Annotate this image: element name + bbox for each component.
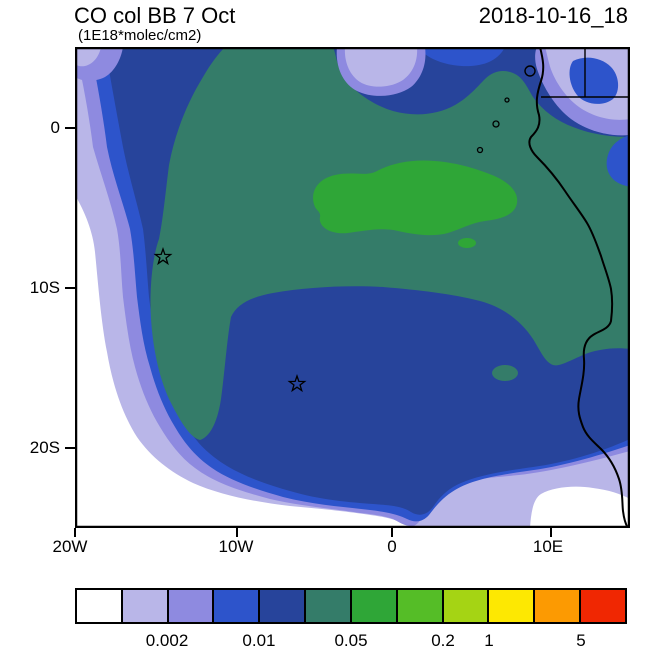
country-border-lines <box>541 47 630 98</box>
plot-datetime: 2018-10-16_18 <box>478 3 628 28</box>
colorbar-cells <box>75 588 627 624</box>
x-tick-label-10W: 10W <box>218 537 254 556</box>
colorbar-labels: 0.002 0.01 0.05 0.2 1 5 <box>75 631 627 653</box>
plot-units-label: (1E18*molec/cm2) <box>78 27 202 44</box>
island-outline <box>524 65 536 77</box>
island-outline <box>476 146 484 154</box>
contour-pocket-rightedge-blue <box>606 135 630 187</box>
colorbar-cell <box>120 590 167 622</box>
contour-pocket-topcenter-lavender <box>344 47 418 87</box>
colorbar-tick-label: 0.002 <box>145 631 189 650</box>
contour-map <box>75 47 630 528</box>
colorbar-cell <box>441 590 488 622</box>
colorbar-cell <box>349 590 396 622</box>
colorbar-cell <box>77 590 121 622</box>
y-tick-label-0: 0 <box>50 118 60 137</box>
plot-frame <box>75 47 630 528</box>
axis-tick <box>236 528 238 537</box>
coastline-africa <box>528 47 629 528</box>
colorbar-cell <box>487 590 534 622</box>
star-marker-north <box>153 247 173 266</box>
x-tick-label-0: 0 <box>387 537 397 556</box>
contour-pocket-topleft-lavender <box>75 47 101 67</box>
plot-title: CO col BB 7 Oct <box>74 3 236 28</box>
star-marker-south <box>287 374 307 393</box>
colorbar-tick-label: 5 <box>576 631 586 650</box>
colorbar-cell <box>258 590 305 622</box>
colorbar-cell <box>166 590 213 622</box>
colorbar-cell <box>395 590 442 622</box>
axis-tick <box>74 528 76 537</box>
colorbar-tick-label: 0.2 <box>431 631 455 650</box>
contour-region-white-southwest <box>75 195 413 528</box>
colorbar-tick-label: 1 <box>484 631 494 650</box>
island-outline <box>492 120 500 128</box>
axis-tick <box>65 447 75 449</box>
colorbar-cell <box>212 590 259 622</box>
axis-tick <box>65 287 75 289</box>
axis-tick <box>391 528 393 537</box>
axis-tick <box>65 127 75 129</box>
y-tick-label-10S: 10S <box>29 278 60 297</box>
contour-region-teal <box>150 47 630 440</box>
island-outline <box>504 97 510 103</box>
contour-region-green-spot <box>458 238 476 248</box>
y-tick-label-20S: 20S <box>29 438 60 457</box>
colorbar-tick-label: 0.01 <box>242 631 276 650</box>
contour-pocket-topright-blue <box>569 57 619 104</box>
colorbar-cell <box>304 590 350 622</box>
axis-tick <box>550 528 552 537</box>
contour-region-teal-spot <box>492 365 518 381</box>
contour-region-green <box>313 160 518 236</box>
colorbar-tick-label: 0.05 <box>334 631 368 650</box>
colorbar-cell <box>579 590 625 622</box>
x-tick-label-20W: 20W <box>52 537 88 556</box>
colorbar-cell <box>533 590 580 622</box>
contour-region-white-southeast <box>530 486 630 528</box>
x-tick-label-10E: 10E <box>532 537 564 556</box>
